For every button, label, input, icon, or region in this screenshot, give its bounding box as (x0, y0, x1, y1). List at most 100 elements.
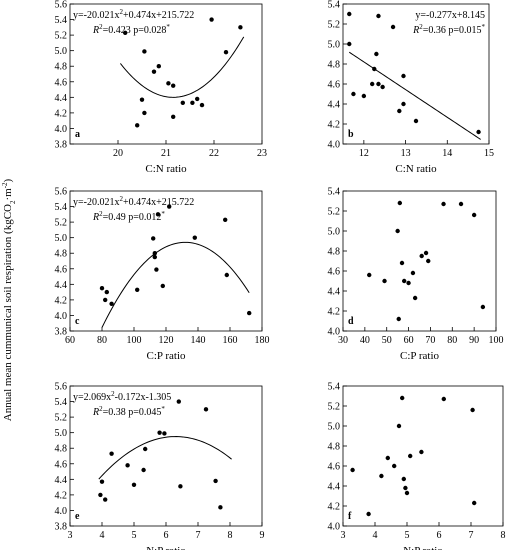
panel-letter: a (75, 129, 80, 140)
panel-letter: e (75, 511, 80, 522)
x-tick-label: 100 (127, 335, 142, 346)
data-point (376, 13, 381, 19)
regression-equation: y=-20.021x2+0.474x+215.722 (73, 195, 194, 208)
data-point (426, 258, 431, 264)
data-point (142, 110, 147, 116)
data-point (406, 280, 411, 286)
plot-frame (342, 385, 504, 527)
data-point (395, 228, 400, 234)
x-tick-label: 20 (113, 148, 123, 159)
data-point (401, 476, 406, 482)
plot-frame (342, 3, 490, 145)
regression-equation: y=2.069x2-0.172x-1.305 (73, 390, 171, 403)
y-tick-label: 5.0 (55, 428, 68, 439)
regression-stats: R2=0.36 p=0.015* (412, 23, 485, 36)
data-point (370, 81, 375, 87)
y-tick-label: 4.4 (328, 100, 341, 111)
y-tick-label: 5.0 (55, 233, 68, 244)
data-point (141, 467, 146, 473)
data-point (223, 50, 229, 55)
data-point (156, 64, 161, 69)
x-tick-label: 7 (469, 530, 474, 541)
data-point (382, 278, 387, 284)
y-tick-label: 4.4 (328, 287, 341, 298)
data-point (160, 283, 165, 289)
x-tick-label: 8 (501, 530, 506, 541)
y-tick-label: 5.6 (55, 0, 68, 11)
y-tick-label: 5.4 (328, 382, 341, 393)
data-point (152, 254, 157, 260)
y-tick-label: 4.0 (55, 311, 68, 322)
shared-y-axis-label: Annual mean cummunical soil respiration … (1, 178, 17, 421)
x-tick-label: 5 (405, 530, 410, 541)
y-tick-label: 4.8 (55, 249, 68, 260)
x-tick-label: 90 (469, 335, 479, 346)
data-point (423, 250, 429, 256)
data-point (412, 295, 418, 301)
data-point (480, 304, 486, 310)
data-point (171, 114, 176, 119)
data-point (151, 236, 156, 241)
data-point (176, 399, 181, 404)
data-point (103, 297, 108, 303)
panel-letter: c (75, 316, 80, 327)
y-tick-label: 4.0 (328, 522, 341, 533)
data-point (401, 73, 406, 79)
data-point (104, 289, 110, 295)
x-tick-label: 160 (223, 335, 238, 346)
fit-curve (98, 436, 232, 480)
data-point (139, 97, 145, 102)
data-point (123, 30, 128, 35)
data-point (162, 431, 167, 436)
x-tick-label: 3 (68, 530, 73, 541)
data-point (472, 500, 477, 506)
y-tick-label: 3.8 (55, 327, 68, 338)
panel-letter: d (348, 316, 354, 327)
data-point (374, 51, 379, 57)
data-point (203, 407, 209, 412)
panel-e: 3 4 5 6 7 8 9 3.8 4.0 4.2 4.4 4.6 4.8 5.0 5.2 5.4 5.6 N:P… (55, 382, 265, 550)
data-point (218, 505, 223, 510)
data-point (155, 212, 161, 217)
y-tick-label: 4.2 (55, 490, 68, 501)
y-tick-label: 5.4 (55, 397, 68, 408)
data-point (213, 478, 218, 484)
panel-a: 20 21 22 23 3.8 4.0 4.2 4.4 4.6 4.8 5.0 5.2 5.4 5.6 C:… (55, 0, 268, 175)
regression-stats: R2=0.423 p=0.028* (92, 23, 170, 36)
data-point (135, 287, 140, 292)
data-point (413, 118, 419, 124)
data-point (376, 81, 381, 87)
data-point (350, 467, 355, 473)
y-tick-label: 4.0 (328, 327, 341, 338)
data-point (367, 272, 372, 278)
y-tick-label: 4.0 (55, 124, 68, 135)
y-tick-label: 4.6 (55, 459, 68, 470)
data-point (224, 272, 229, 278)
data-point (135, 123, 140, 128)
data-point (400, 395, 405, 401)
data-point (351, 91, 356, 97)
data-point (410, 270, 416, 276)
x-tick-label: 30 (338, 335, 348, 346)
x-axis-label: C:N ratio (145, 163, 187, 175)
data-point (385, 455, 390, 461)
y-tick-label: 4.6 (328, 462, 341, 473)
data-point (399, 260, 405, 266)
panel-letter: b (348, 129, 354, 140)
y-tick-label: 5.2 (328, 402, 341, 413)
x-tick-label: 6 (437, 530, 442, 541)
data-point (471, 212, 477, 218)
data-point (470, 407, 475, 413)
regression-stats: R2=0.38 p=0.045* (92, 405, 165, 418)
data-point (408, 453, 413, 459)
data-point (401, 101, 406, 107)
data-point (99, 479, 105, 484)
y-tick-label: 5.0 (328, 422, 341, 433)
data-point (419, 449, 424, 455)
data-point (143, 446, 148, 452)
x-tick-label: 60 (65, 335, 75, 346)
data-point (361, 93, 367, 99)
x-tick-label: 50 (382, 335, 392, 346)
fit-curve (120, 36, 245, 98)
y-tick-label: 5.0 (55, 46, 68, 57)
